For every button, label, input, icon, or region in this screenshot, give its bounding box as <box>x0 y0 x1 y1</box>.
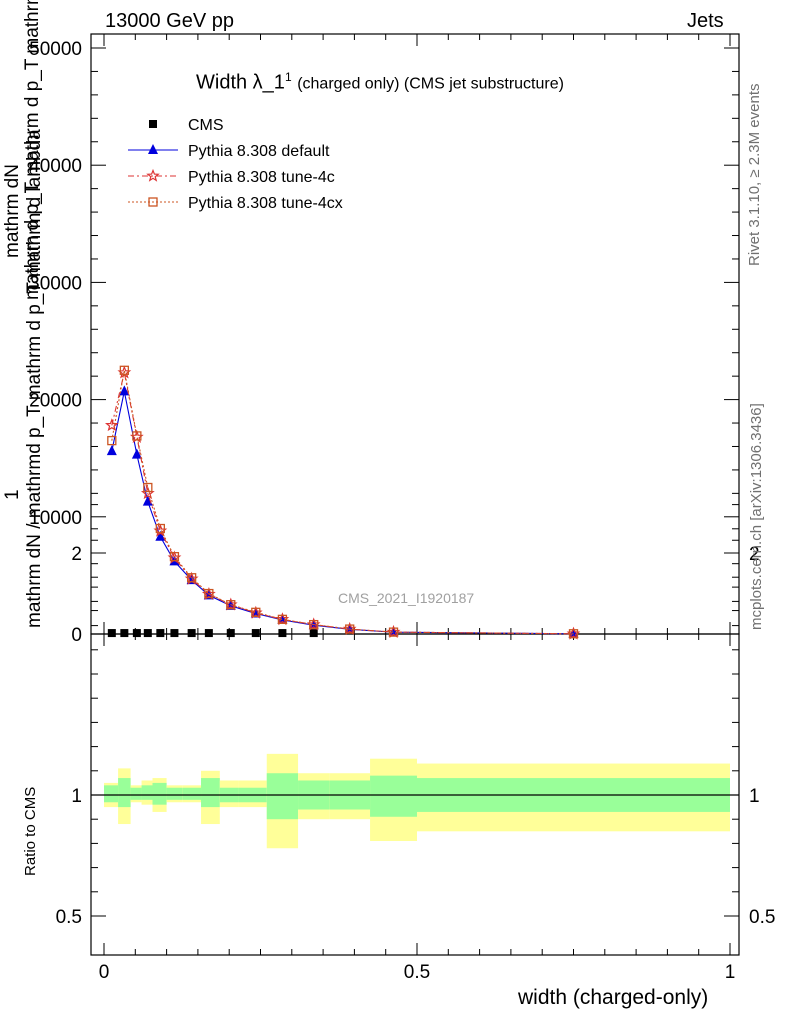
ylabel-line3: 1 <box>2 489 23 500</box>
data-point-cms <box>309 629 318 638</box>
jets-label: Jets <box>687 10 724 32</box>
y-tick-label: 0 <box>71 625 82 646</box>
data-point-default <box>155 530 166 541</box>
ratio-tick-label-left: 0.5 <box>56 907 82 928</box>
ylabel-line1: mathrm dN <box>2 164 23 258</box>
data-point-default <box>142 495 153 506</box>
series-layer <box>104 365 581 640</box>
data-point-default <box>131 448 142 459</box>
ratio-band-inner <box>266 773 299 820</box>
data-point-cms <box>149 120 157 128</box>
ratio-ylabel: Ratio to CMS <box>22 786 39 876</box>
x-tick-label: 1 <box>725 962 736 983</box>
data-point-tune4cx <box>345 624 355 634</box>
legend-label: Pythia 8.308 tune-4c <box>188 169 335 186</box>
data-point-tune4cx <box>148 197 158 207</box>
data-point-cms <box>170 629 179 638</box>
data-point-tune4cx <box>132 431 142 441</box>
data-point-cms <box>278 629 287 638</box>
data-point-tune4cx <box>309 619 319 630</box>
data-point-tune4cx <box>204 588 214 599</box>
ratio-xlabel: width (charged-only) <box>518 986 709 1009</box>
y-tick-label: 50000 <box>29 39 82 60</box>
energy-label: 13000 GeV pp <box>105 10 234 32</box>
data-point-tune4cx <box>226 600 236 610</box>
data-point-cms <box>251 629 260 638</box>
ratio-band-inner <box>118 778 131 808</box>
data-point-default <box>119 385 130 396</box>
data-point-tune4c <box>146 168 160 182</box>
analysis-watermark: CMS_2021_I1920187 <box>338 590 475 606</box>
ratio-bands <box>104 753 730 849</box>
data-point-tune4cx <box>277 614 288 624</box>
ratio-tick-label-left: 2 <box>71 544 82 565</box>
data-point-cms <box>132 629 141 638</box>
data-point-tune4cx <box>169 551 180 562</box>
y-tick-label: 40000 <box>29 156 82 177</box>
data-point-tune4cx <box>251 607 261 617</box>
data-point-cms <box>204 629 213 638</box>
ratio-band-inner <box>370 775 417 817</box>
data-point-cms <box>187 629 196 638</box>
ratio-tick-label-right: 1 <box>749 786 760 807</box>
data-point-tune4cx <box>119 365 129 375</box>
data-point-tune4cx <box>155 523 165 534</box>
ratio-tick-label-left: 1 <box>71 786 82 807</box>
mcplots-label: mcplots.cern.ch [arXiv:1306.3436] <box>748 403 765 630</box>
data-point-cms <box>143 629 152 638</box>
ratio-tick-label-right: 2 <box>749 544 760 565</box>
legend-label: CMS <box>188 117 224 134</box>
ratio-tick-label-right: 0.5 <box>749 907 775 928</box>
ratio-band-inner <box>141 785 153 800</box>
data-point-cms <box>107 629 116 638</box>
ratio-band-inner <box>152 782 167 805</box>
ratio-band-inner <box>104 785 119 803</box>
title-sup: 1 <box>284 70 292 84</box>
data-point-default <box>106 445 117 456</box>
data-point-cms <box>120 629 129 638</box>
ratio-band-inner <box>166 787 183 800</box>
ratio-band-inner <box>182 787 202 800</box>
data-point-tune4cx <box>388 627 399 637</box>
title-sub: (charged only) (CMS jet substructure) <box>297 75 564 93</box>
legend-label: Pythia 8.308 tune-4cx <box>188 195 343 212</box>
plot-title: Width λ_11 (charged only) (CMS jet subst… <box>196 70 564 95</box>
y-tick-label: 20000 <box>29 391 82 412</box>
x-tick-label: 0 <box>99 962 110 983</box>
ratio-band-inner <box>130 787 142 800</box>
data-point-cms <box>226 629 235 638</box>
rivet-label: Rivet 3.1.10, ≥ 2.3M events <box>746 83 763 267</box>
data-point-default <box>148 144 158 154</box>
data-point-tune4cx <box>568 629 579 639</box>
data-point-tune4c <box>104 418 119 432</box>
title-main: Width λ_1 <box>196 71 285 94</box>
ratio-band-inner <box>201 778 220 808</box>
ylabel-line4: mathrm dN / mathrmd p_T mathrm d p_T mat… <box>24 129 45 628</box>
ratio-axis-ticks: 0.5 0.5 1 1 2 2 <box>56 504 775 928</box>
legend: CMS Pythia 8.308 default Pythia 8.308 tune… <box>128 117 343 212</box>
legend-label: Pythia 8.308 default <box>188 143 330 160</box>
y-tick-label: 10000 <box>29 508 82 529</box>
data-point-tune4cx <box>143 482 153 493</box>
data-point-tune4cx <box>186 573 197 583</box>
y-tick-label: 30000 <box>29 273 82 294</box>
data-point-tune4cx <box>107 435 117 446</box>
x-tick-label: 0.5 <box>404 962 430 983</box>
data-point-cms <box>156 629 165 638</box>
